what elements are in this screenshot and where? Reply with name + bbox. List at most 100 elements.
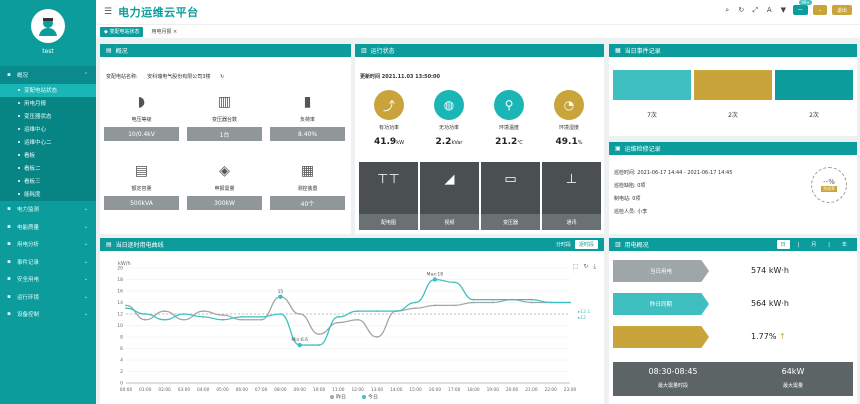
event-count: 2次 <box>728 112 738 119</box>
series-point <box>530 301 533 304</box>
overview-title: 概况 <box>115 48 128 55</box>
transformer-icon: ▥ <box>217 94 232 110</box>
sidebar-item-7[interactable]: 看板二 <box>0 161 96 175</box>
sidebar-item-0[interactable]: ▪ 概况 ⌃ <box>0 66 96 84</box>
restore-icon[interactable]: ↻ <box>583 263 589 270</box>
sidebar-item-label: 变配电站状态 <box>24 88 58 94</box>
series-point <box>221 314 224 317</box>
overview-header: ▤ 概况 <box>100 44 351 57</box>
usage-value-2: 1.77% ↑ <box>751 332 786 341</box>
logout-button[interactable]: 退出 <box>831 5 852 15</box>
series-point <box>163 318 166 321</box>
station-label: 变配电站名称: <box>106 74 138 80</box>
series-line-1 <box>125 278 570 346</box>
series-point <box>356 310 359 313</box>
chart-tools: ⬚ ↻ ⤓ <box>573 263 596 271</box>
monitor-icon: ▪ <box>7 71 11 78</box>
curve-title: 当日逐时用电曲线 <box>115 242 164 249</box>
series-point <box>530 298 533 301</box>
zoom-icon[interactable]: ⬚ <box>572 263 579 270</box>
running-header: ▥ 运行状态 <box>355 44 604 57</box>
x-tick-label: 12:00 <box>351 387 364 393</box>
dark-tile-1[interactable]: ◢ 视频 <box>420 162 479 230</box>
notice-button[interactable]: 一 99+ <box>792 0 812 15</box>
sidebar-item-3[interactable]: 变压器状态 <box>0 109 96 123</box>
metric-value: 2.2 <box>435 137 452 147</box>
dark-tile-label: 视频 <box>420 214 479 230</box>
usage-tab-day[interactable]: 日 <box>776 240 790 249</box>
annotation-label: 15 <box>278 289 284 295</box>
sidebar-item-14[interactable]: ▪ 安全用电 ⌄ <box>0 271 96 289</box>
curve-toggle-hourly[interactable]: 逐时段 <box>574 240 598 249</box>
event-tile-2[interactable] <box>775 70 853 100</box>
sidebar-item-10[interactable]: ▪ 电力监测 ⌄ <box>0 201 96 219</box>
x-tick-label: 16:00 <box>429 387 442 393</box>
update-row: 更新时间 2021.11.03 13:50:00 <box>360 73 440 80</box>
sidebar-item-15[interactable]: ▪ 运行环境 ⌄ <box>0 288 96 306</box>
font-size-icon[interactable]: A <box>766 6 772 14</box>
inspection-time-label: 巡检时间: <box>614 170 636 176</box>
completion-stamp: --% 完成率 <box>811 167 847 203</box>
metric-label: 无功功率 <box>438 125 459 131</box>
tab-station-status[interactable]: ◆ 变配电站状态 <box>100 26 144 37</box>
sidebar-item-1[interactable]: 变配电站状态 <box>0 83 96 97</box>
event-tile-1[interactable] <box>694 70 772 100</box>
x-tick-label: 15:00 <box>409 387 422 393</box>
metric-icon-1: ◍ <box>434 90 464 120</box>
series-point <box>491 301 494 304</box>
usage-tab-year[interactable]: 年 <box>841 242 847 248</box>
inspection-defects-label: 巡检缺陷: <box>614 183 636 189</box>
overview-tile-label: 申报需量 <box>214 186 235 192</box>
tab-monthly-report[interactable]: 用电月报 × <box>151 28 178 36</box>
dark-tile-3[interactable]: ⊥ 通讯 <box>542 162 601 230</box>
search-icon[interactable]: ⌕ <box>725 5 730 14</box>
overview-tile-label: 变压器台数 <box>211 117 237 123</box>
dark-tile-2[interactable]: ▭ 变压器 <box>481 162 540 230</box>
skin-icon[interactable]: ▼ <box>780 6 786 14</box>
usage-value-1: 564 kW·h <box>751 299 789 308</box>
sidebar-item-12[interactable]: ▪ 用电分析 ⌄ <box>0 236 96 254</box>
sidebar-item-9[interactable]: 能耗度 <box>0 187 96 201</box>
sidebar-item-16[interactable]: ▪ 设备控制 ⌄ <box>0 306 96 324</box>
x-tick-label: 19:00 <box>487 387 500 393</box>
sidebar-item-5[interactable]: 运维中心二 <box>0 135 96 149</box>
series-point <box>240 318 243 321</box>
usage-tab-month[interactable]: 月 <box>811 242 817 248</box>
sidebar-item-11[interactable]: ▪ 电能质量 ⌄ <box>0 218 96 236</box>
curve-toggle-period[interactable]: 分时段 <box>555 242 571 248</box>
metric-icon-3: ◔ <box>554 90 584 120</box>
metric-icon-2: ⚲ <box>494 90 524 120</box>
metric-1: ◍ 无功功率 2.2kVar <box>420 90 478 147</box>
avatar[interactable] <box>31 9 65 43</box>
y-tick-label: 20 <box>117 266 123 272</box>
refresh-icon[interactable]: ↻ <box>738 6 745 14</box>
chevron-icon: ⌄ <box>83 258 88 265</box>
events-panel: ▦ 当日事件记录 7次 2次 2次 <box>609 44 857 136</box>
download-icon[interactable]: ⤓ <box>593 263 596 270</box>
station-refresh-icon[interactable]: ↻ <box>220 74 225 80</box>
chevron-icon: ⌄ <box>83 293 88 300</box>
overview-tile-value: 500kVA <box>104 196 179 210</box>
sidebar-item-8[interactable]: 看板三 <box>0 174 96 188</box>
user-menu-button[interactable]: ⌄ <box>812 5 827 15</box>
sidebar-item-6[interactable]: 看板 <box>0 148 96 162</box>
load-icon: ▮ <box>303 94 312 110</box>
sidebar-item-2[interactable]: 用电月报 <box>0 96 96 110</box>
overview-tile-3: ▤ 额定容量 500kVA <box>104 163 179 210</box>
ref-value-label: ▸12 <box>578 315 586 321</box>
sidebar-item-label: 设备控制 <box>17 312 40 319</box>
curve-toggle: 分时段 逐时段 <box>552 240 598 249</box>
metric-3: ◔ 环境湿度 49.1% <box>540 90 598 147</box>
sidebar-item-13[interactable]: ▪ 事件记录 ⌄ <box>0 253 96 271</box>
dark-tile-0[interactable]: ⊤⊤ 配电图 <box>359 162 418 230</box>
annotation-marker <box>432 277 438 282</box>
metric-2: ⚲ 环境温度 21.2℃ <box>480 90 538 147</box>
sidebar-item-4[interactable]: 运维中心 <box>0 122 96 136</box>
sidebar-item-label: 电力监测 <box>17 207 40 214</box>
event-tile-0[interactable] <box>613 70 691 100</box>
usage-bar-label: 昨日同期 <box>649 302 672 308</box>
usage-value-text: 564 kW·h <box>751 299 789 308</box>
fullscreen-icon[interactable]: ⤢ <box>752 5 759 14</box>
overview-tile-value: 8.40% <box>270 127 345 141</box>
menu-toggle-icon[interactable]: ☰ <box>104 7 113 17</box>
